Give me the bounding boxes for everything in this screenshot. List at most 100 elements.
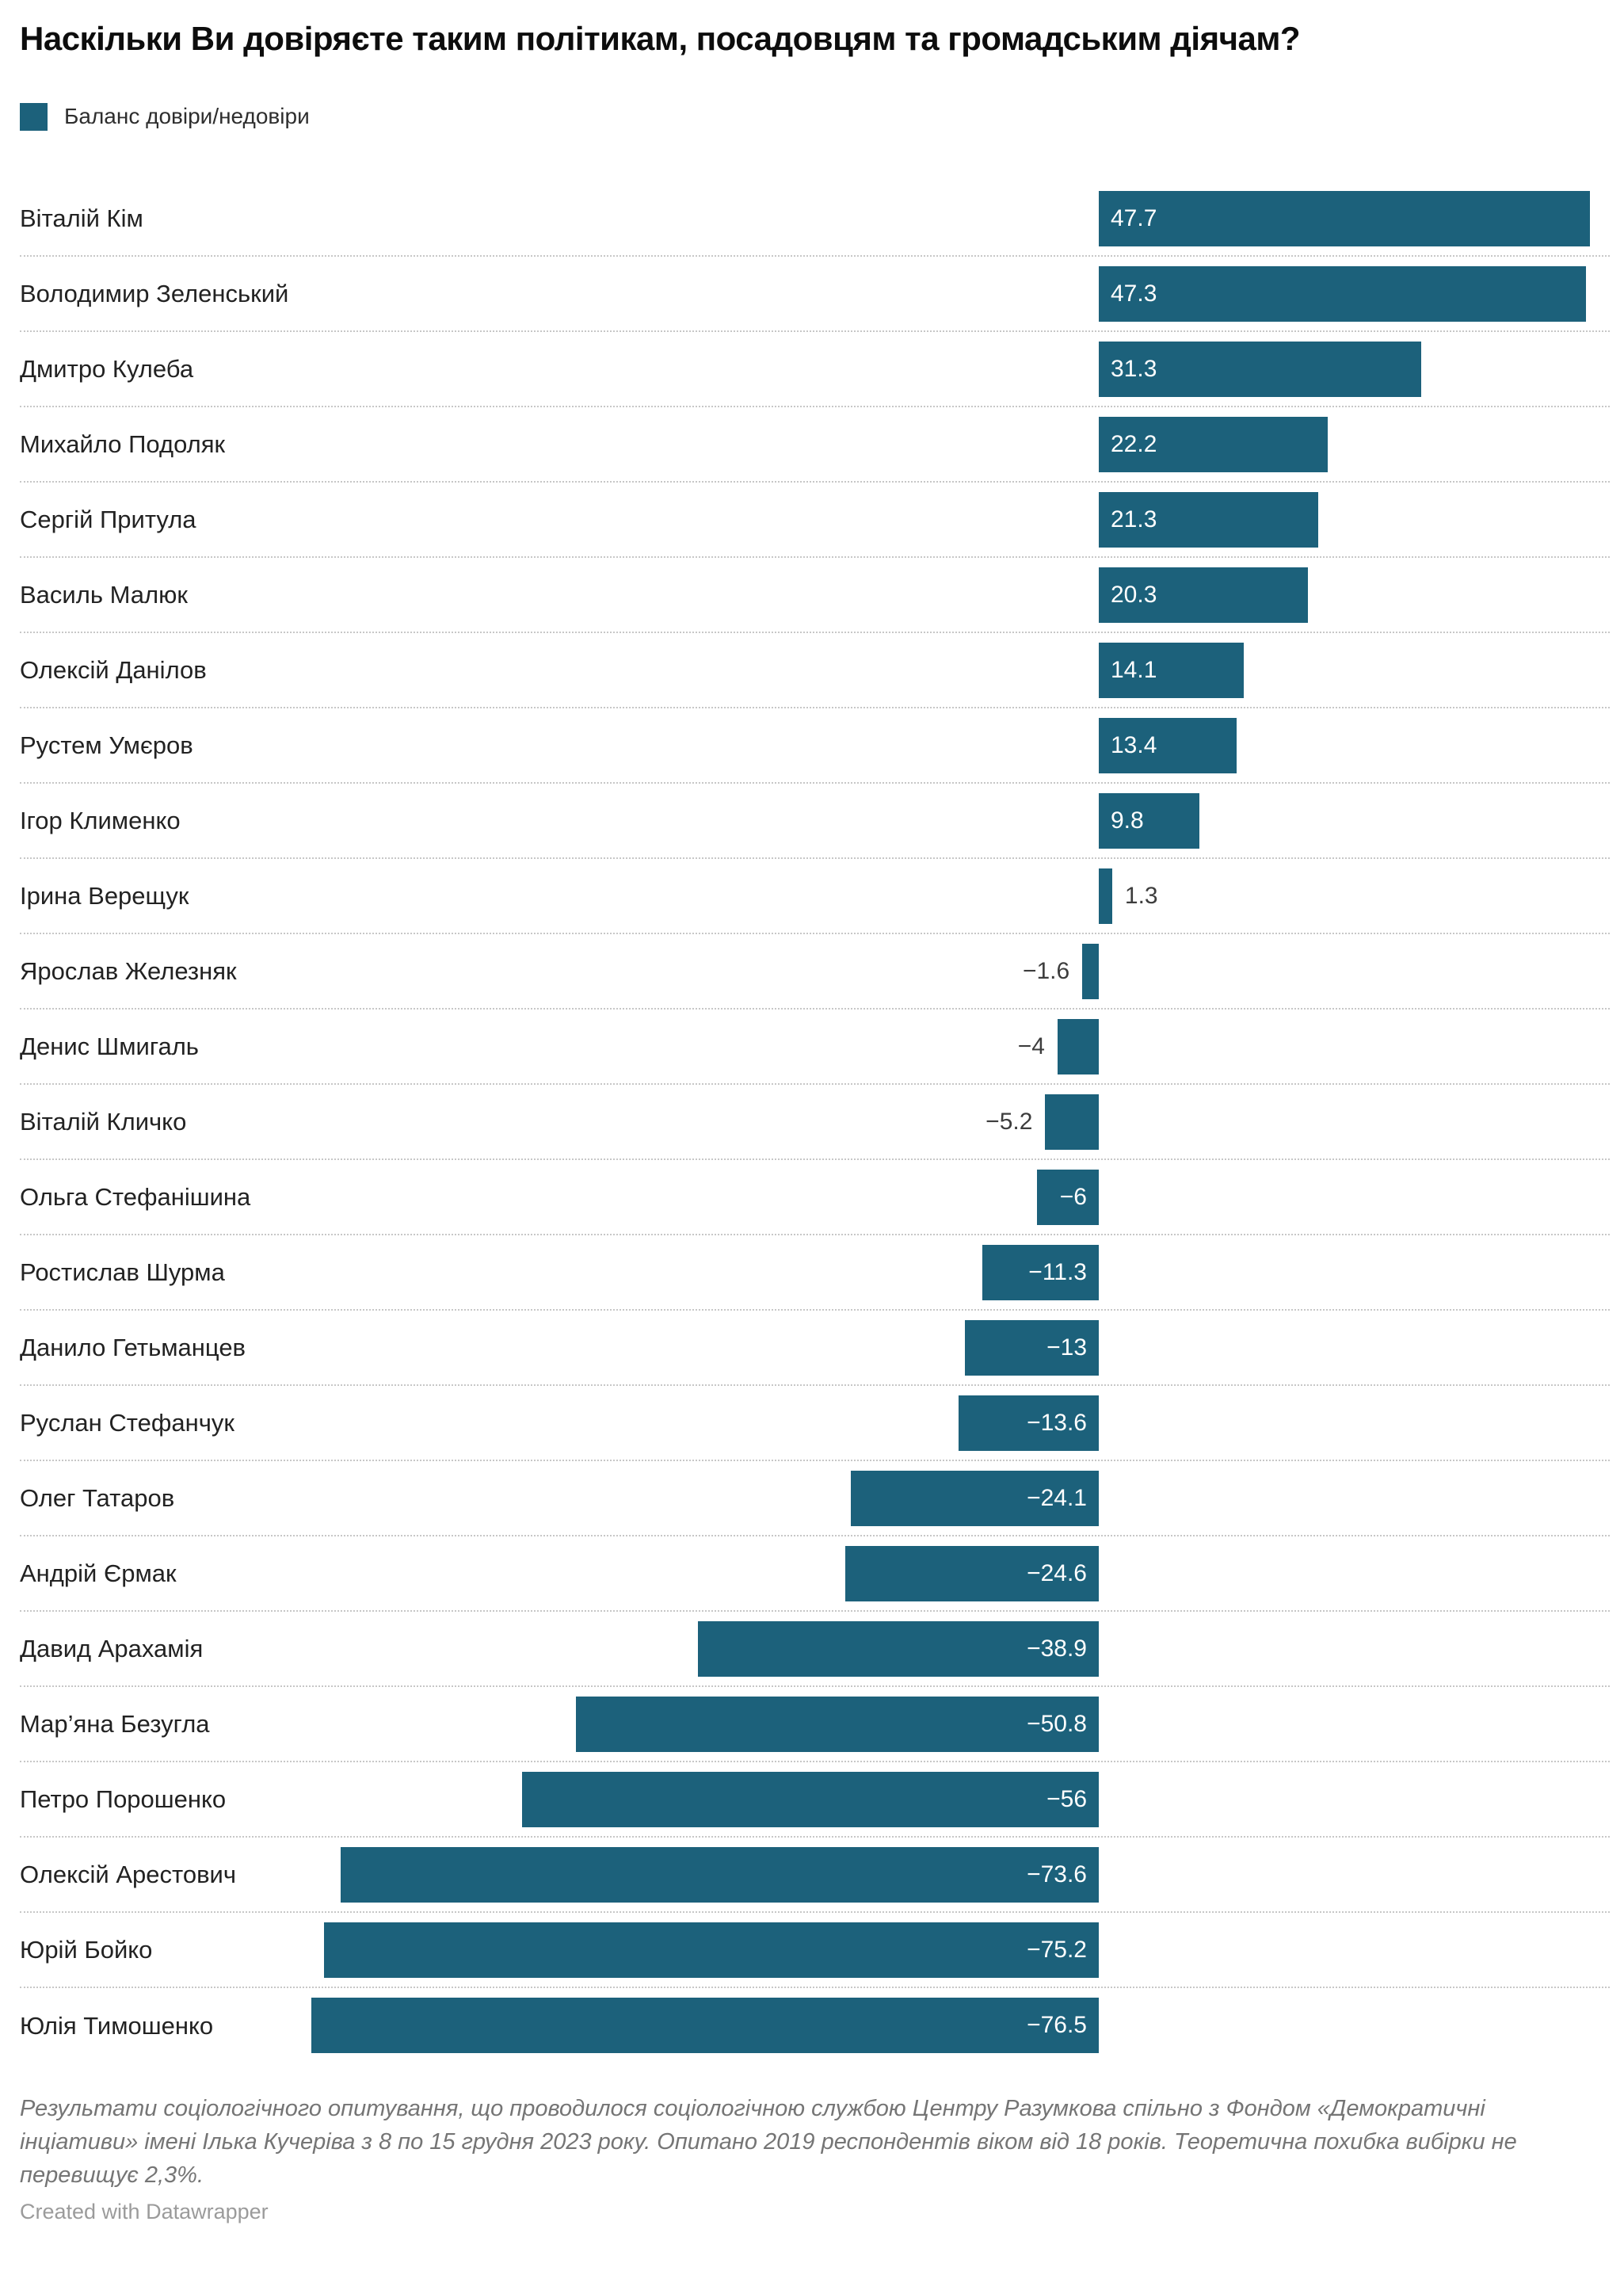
value-label: −5.2 (985, 1108, 1033, 1135)
row-label: Рустем Умєров (20, 731, 193, 759)
chart-row: Ярослав Железняк −1.6 (20, 934, 1610, 1010)
value-label: 13.4 (1111, 732, 1157, 758)
bar (1058, 1019, 1099, 1074)
bar: −56 (522, 1772, 1099, 1827)
value-label: 47.7 (1111, 205, 1157, 231)
bar: −11.3 (982, 1245, 1099, 1300)
value-label: −6 (1059, 1184, 1087, 1210)
value-label: −13 (1046, 1334, 1087, 1361)
chart-title: Наскільки Ви довіряєте таким політикам, … (20, 20, 1301, 57)
legend: Баланс довіри/недовіри (20, 102, 1624, 131)
chart-row: Ростислав Шурма −11.3 (20, 1235, 1610, 1311)
row-label: Олексій Данілов (20, 655, 207, 684)
row-label: Юрій Бойко (20, 1935, 153, 1964)
row-label: Юлія Тимошенко (20, 2011, 214, 2040)
chart-row: Сергій Притула 21.3 (20, 483, 1610, 558)
chart-row: Денис Шмигаль −4 (20, 1010, 1610, 1085)
value-label: −24.1 (1027, 1485, 1087, 1511)
value-label: −76.5 (1027, 2012, 1087, 2038)
bar: 9.8 (1099, 793, 1200, 849)
chart-row: Василь Малюк 20.3 (20, 558, 1610, 633)
chart-row: Дмитро Кулеба 31.3 (20, 332, 1610, 407)
legend-swatch-icon (20, 102, 48, 131)
row-label: Ярослав Железняк (20, 956, 237, 985)
value-label: −50.8 (1027, 1711, 1087, 1737)
bar: −50.8 (575, 1697, 1099, 1752)
chart-row: Руслан Стефанчук −13.6 (20, 1386, 1610, 1461)
value-label: 21.3 (1111, 506, 1157, 532)
chart-row: Михайло Подоляк 22.2 (20, 407, 1610, 483)
row-label: Петро Порошенко (20, 1784, 227, 1813)
row-label: Давид Арахамія (20, 1634, 204, 1662)
value-label: 1.3 (1124, 882, 1158, 909)
value-label: 9.8 (1111, 807, 1144, 834)
bar: −76.5 (311, 1998, 1099, 2053)
chart-row: Петро Порошенко −56 (20, 1762, 1610, 1838)
value-label: 31.3 (1111, 356, 1157, 382)
row-label: Андрій Єрмак (20, 1559, 177, 1587)
chart-row: Віталій Кім 47.7 (20, 181, 1610, 257)
bar: −38.9 (698, 1621, 1099, 1677)
bar: 20.3 (1099, 567, 1308, 623)
bar: −75.2 (324, 1922, 1099, 1978)
bar: 31.3 (1099, 342, 1421, 397)
chart-row: Рустем Умєров 13.4 (20, 708, 1610, 784)
bar: 47.7 (1099, 191, 1591, 246)
chart-row: Давид Арахамія −38.9 (20, 1612, 1610, 1687)
chart-row: Мар’яна Безугла −50.8 (20, 1687, 1610, 1762)
bar (1045, 1094, 1099, 1150)
value-label: −24.6 (1027, 1560, 1087, 1586)
row-label: Віталій Кім (20, 204, 143, 232)
row-label: Дмитро Кулеба (20, 354, 194, 383)
row-label: Ірина Верещук (20, 881, 189, 910)
chart-row: Ірина Верещук 1.3 (20, 859, 1610, 934)
legend-label: Баланс довіри/недовіри (64, 104, 310, 128)
value-label: 20.3 (1111, 582, 1157, 608)
row-label: Василь Малюк (20, 580, 188, 609)
datawrapper-byline: Created with Datawrapper (20, 2200, 269, 2223)
value-label: −4 (1017, 1032, 1045, 1059)
bar: −24.6 (845, 1546, 1099, 1601)
bar (1082, 944, 1099, 999)
chart-row: Юрій Бойко −75.2 (20, 1913, 1610, 1988)
row-label: Ростислав Шурма (20, 1258, 225, 1286)
bar: 14.1 (1099, 643, 1245, 698)
value-label: 14.1 (1111, 657, 1157, 683)
chart-row: Віталій Кличко −5.2 (20, 1085, 1610, 1160)
row-label: Сергій Притула (20, 505, 196, 533)
chart-row: Ігор Клименко 9.8 (20, 784, 1610, 859)
row-label: Михайло Подоляк (20, 429, 226, 458)
row-label: Мар’яна Безугла (20, 1709, 210, 1738)
row-label: Олексій Арестович (20, 1860, 237, 1888)
value-label: −11.3 (1028, 1259, 1087, 1285)
value-label: −1.6 (1022, 957, 1070, 984)
bar (1099, 868, 1112, 924)
chart-row: Данило Гетьманцев −13 (20, 1311, 1610, 1386)
bar: 47.3 (1099, 266, 1586, 322)
chart-row: Олег Татаров −24.1 (20, 1461, 1610, 1536)
row-label: Руслан Стефанчук (20, 1408, 234, 1437)
value-label: −13.6 (1027, 1410, 1087, 1436)
chart-row: Ольга Стефанішина −6 (20, 1160, 1610, 1235)
bar: −6 (1037, 1170, 1099, 1225)
chart-row: Олексій Данілов 14.1 (20, 633, 1610, 708)
bar: 21.3 (1099, 492, 1318, 548)
row-label: Денис Шмигаль (20, 1032, 199, 1060)
value-label: −38.9 (1027, 1636, 1087, 1662)
row-label: Ігор Клименко (20, 806, 181, 834)
chart-row: Андрій Єрмак −24.6 (20, 1536, 1610, 1612)
row-label: Олег Татаров (20, 1483, 175, 1512)
bar: 13.4 (1099, 718, 1237, 773)
chart-notes: Результати соціологічного опитування, що… (20, 2096, 1517, 2188)
value-label: −56 (1046, 1786, 1087, 1812)
row-label: Ольга Стефанішина (20, 1182, 251, 1211)
value-label: −73.6 (1027, 1861, 1087, 1887)
bar-chart: Віталій Кім 47.7 Володимир Зеленський 47.3 Д… (20, 181, 1610, 2063)
bar: −24.1 (850, 1471, 1099, 1526)
value-label: 47.3 (1111, 281, 1157, 307)
chart-row: Юлія Тимошенко −76.5 (20, 1988, 1610, 2063)
bar: −13 (965, 1320, 1099, 1376)
row-label: Віталій Кличко (20, 1107, 187, 1136)
value-label: 22.2 (1111, 431, 1157, 457)
value-label: −75.2 (1027, 1937, 1087, 1963)
